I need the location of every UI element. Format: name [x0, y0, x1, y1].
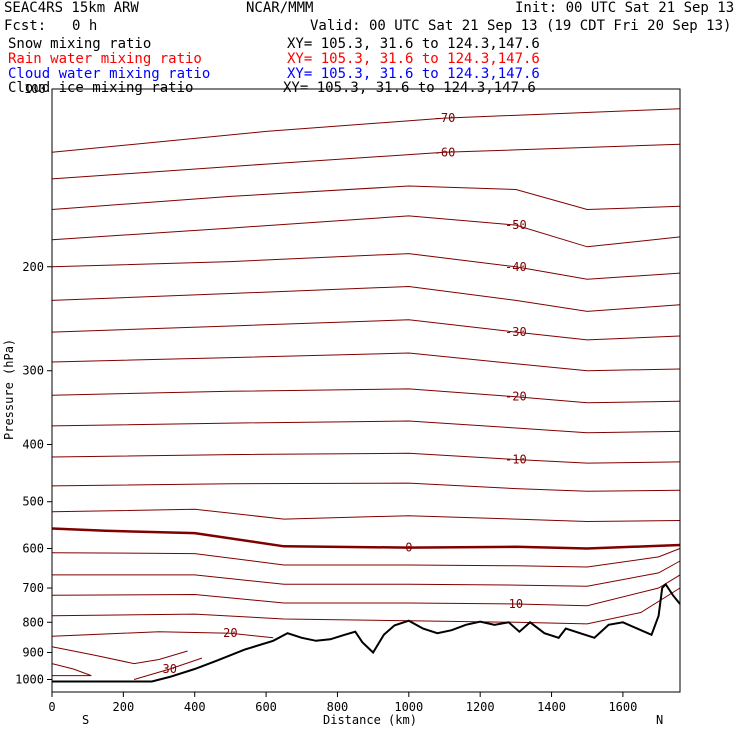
- x-tick-label: 200: [113, 700, 135, 714]
- isotherm-line: [51, 631, 274, 639]
- isotherm-line: [51, 185, 681, 211]
- isotherm-line: [51, 527, 681, 550]
- isotherm-label: -50: [505, 218, 527, 232]
- y-tick-label: 700: [22, 581, 44, 595]
- x-tick-label: 1200: [466, 700, 495, 714]
- isotherm-line: [51, 253, 681, 280]
- x-axis-ticks: 0 200 400 600 800 1000 1200 1400 1600: [48, 692, 637, 714]
- field-xy-cloud-water: XY= 105.3, 31.6 to 124.3,147.6: [287, 66, 540, 82]
- field-xy-cloud-ice: XY= 105.3, 31.6 to 124.3,147.6: [283, 80, 536, 96]
- y-tick-label: 300: [22, 364, 44, 378]
- isotherm-line: [51, 420, 681, 434]
- isotherm-line: [51, 285, 681, 312]
- isotherm-line: [51, 663, 92, 677]
- y-tick-label: 400: [22, 438, 44, 452]
- north-label: N: [656, 713, 663, 727]
- isotherm-line: [52, 560, 681, 587]
- y-tick-label: 600: [22, 541, 44, 555]
- model-title: SEAC4RS 15km ARW: [4, 0, 139, 16]
- isotherm-line: [51, 319, 681, 341]
- x-tick-label: 1600: [608, 700, 637, 714]
- x-tick-label: 800: [327, 700, 349, 714]
- x-axis-label: Distance (km): [323, 713, 417, 727]
- plot-frame: [51, 88, 681, 693]
- isotherm-line: [51, 587, 681, 625]
- field-name-cloud-ice: Cloud ice mixing ratio: [8, 80, 194, 96]
- y-tick-label: 200: [22, 260, 44, 274]
- x-tick-label: 400: [184, 700, 206, 714]
- field-name-snow: Snow mixing ratio: [8, 36, 152, 52]
- field-name-cloud-water: Cloud water mixing ratio: [8, 66, 211, 82]
- x-tick-label: 1000: [394, 700, 423, 714]
- isotherm-label: 0: [405, 541, 412, 555]
- isotherm-label: -20: [505, 390, 527, 404]
- valid-time: Valid: 00 UTC Sat 21 Sep 13 (19 CDT Fri …: [310, 18, 732, 34]
- isotherm-label: 30: [163, 662, 177, 676]
- isotherm-line: [51, 108, 681, 153]
- isotherm-label: 10: [509, 597, 523, 611]
- contour-labels: -70 -60 -50 -40 -30 -20 -10 0 10 20 30: [163, 111, 527, 676]
- y-tick-label: 900: [22, 645, 44, 659]
- x-tick-label: 0: [48, 700, 55, 714]
- south-label: S: [82, 713, 89, 727]
- isotherm-line: [51, 548, 681, 568]
- forecast-hour: 0 h: [72, 18, 98, 34]
- init-time: Init: 00 UTC Sat 21 Sep 13: [515, 0, 735, 16]
- forecast-label: Fcst:: [4, 18, 47, 34]
- y-top-label: 100: [24, 82, 46, 96]
- x-tick-label: 1400: [537, 700, 566, 714]
- isotherm-line: [133, 657, 203, 680]
- field-name-rain: Rain water mixing ratio: [8, 51, 202, 67]
- isotherm-line: [51, 215, 681, 248]
- isotherm-line: [51, 574, 681, 607]
- isotherm-label: -60: [434, 145, 456, 159]
- isotherm-label: 20: [223, 626, 237, 640]
- field-xy-snow: XY= 105.3, 31.6 to 124.3,147.6: [287, 36, 540, 52]
- contour-lines: [51, 108, 681, 680]
- terrain-line: [52, 582, 681, 683]
- isotherm-label: -30: [505, 325, 527, 339]
- isotherm-line: [51, 646, 188, 665]
- center-title: NCAR/MMM: [246, 0, 314, 16]
- y-tick-label: 800: [22, 615, 44, 629]
- isotherm-line: [51, 482, 681, 492]
- isotherm-line: [51, 388, 681, 404]
- y-tick-label: 500: [22, 495, 44, 509]
- y-tick-label: 1000: [15, 672, 44, 686]
- y-axis-label: Pressure (hPa): [2, 339, 16, 440]
- x-tick-label: 600: [255, 700, 277, 714]
- isotherm-line: [51, 352, 681, 372]
- isotherm-label: -10: [505, 452, 527, 466]
- field-xy-rain: XY= 105.3, 31.6 to 124.3,147.6: [287, 51, 540, 67]
- isotherm-line: [51, 143, 681, 180]
- isotherm-label: -70: [434, 111, 456, 125]
- isotherm-line: [51, 452, 681, 464]
- isotherm-line: [51, 508, 681, 523]
- y-axis-ticks: 200 300 400 500 600 700 800 900 1000: [15, 260, 52, 686]
- isotherm-label: -40: [505, 260, 527, 274]
